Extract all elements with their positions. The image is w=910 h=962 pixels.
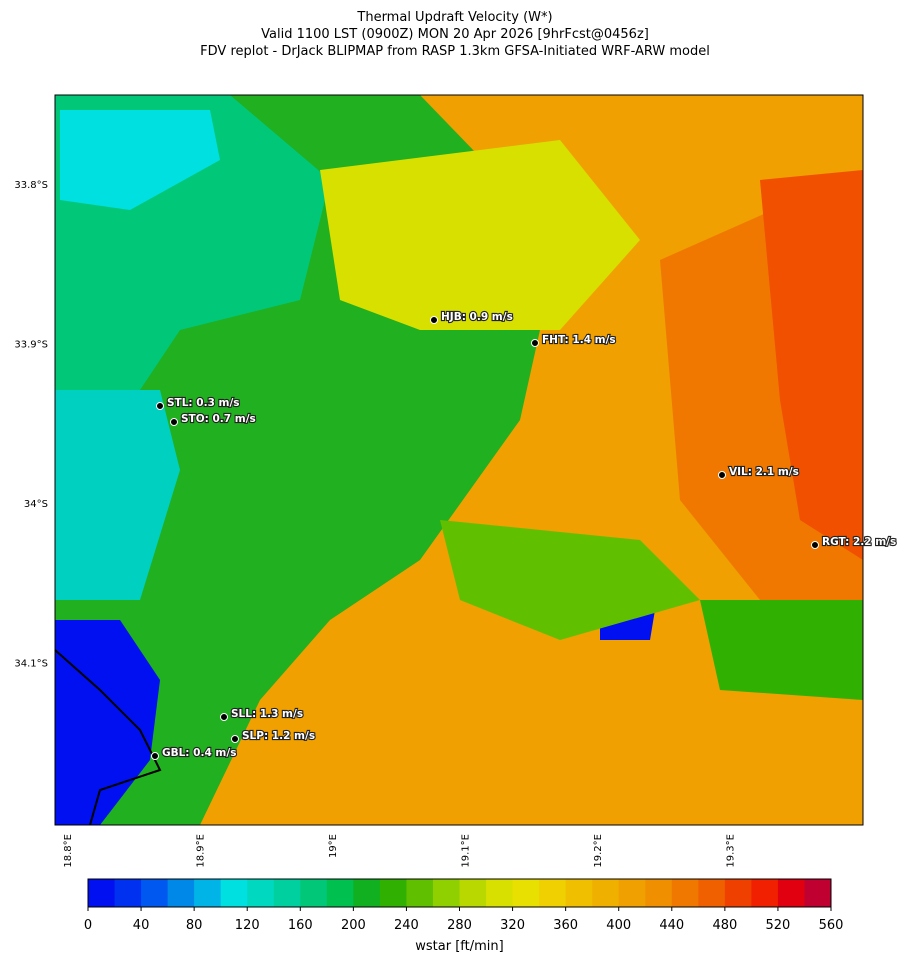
colorbar-cell (512, 879, 540, 907)
colorbar-tick-label: 480 (712, 918, 737, 933)
colorbar-cell (645, 879, 673, 907)
colorbar-cell (459, 879, 487, 907)
station-label: STO: 0.7 m/s (181, 413, 256, 425)
lat-label: 33.8°S (14, 180, 48, 191)
red-region (760, 170, 863, 560)
colorbar-cell (698, 879, 726, 907)
colorbar-tick-label: 520 (766, 918, 791, 933)
station-marker (156, 402, 164, 410)
station-marker (231, 735, 239, 743)
lon-label: 19°E (328, 834, 339, 858)
lime-region (440, 520, 700, 640)
colorbar-tick-label: 40 (133, 918, 150, 933)
colorbar-tick-label: 440 (659, 918, 684, 933)
colorbar-cell (141, 879, 169, 907)
station-label: FHT: 1.4 m/s (542, 334, 616, 346)
colorbar-cell (88, 879, 116, 907)
station-label: GBL: 0.4 m/s (162, 747, 236, 759)
coastline (54, 649, 162, 826)
lat-label: 34°S (24, 499, 48, 510)
cyan-region (60, 110, 220, 210)
colorbar-cell (539, 879, 567, 907)
title-line: Valid 1100 LST (0900Z) MON 20 Apr 2026 [… (261, 27, 649, 42)
station-label: RGT: 2.2 m/s (822, 536, 896, 548)
colorbar-tick-label: 200 (341, 918, 366, 933)
station-marker (430, 316, 438, 324)
colorbar-cell (273, 879, 301, 907)
lon-label: 19.3°E (726, 834, 737, 868)
lat-label: 34.1°S (14, 659, 48, 670)
station-marker (811, 541, 819, 549)
colorbar-cell (804, 879, 832, 907)
colorbar-cell (220, 879, 248, 907)
station-marker (531, 339, 539, 347)
colorbar-cell (618, 879, 646, 907)
colorbar-cell (379, 879, 407, 907)
stations: HJB: 0.9 m/s FHT: 1.4 m/s STL: 0.3 m/s STO:… (151, 310, 897, 760)
colorbar-tick-label: 0 (84, 918, 92, 933)
station-marker (170, 418, 178, 426)
station-label: SLP: 1.2 m/s (242, 730, 315, 742)
lat-label: 33.9°S (14, 340, 48, 351)
colorbar-cell (353, 879, 381, 907)
station-label: VIL: 2.1 m/s (729, 466, 799, 478)
station-marker (151, 752, 159, 760)
lon-label: 18.8°E (63, 834, 74, 868)
colorbar-cell (326, 879, 354, 907)
colorbar-cell (592, 879, 620, 907)
map (54, 94, 864, 826)
colorbar-cell (114, 879, 142, 907)
colorbar-cell (194, 879, 222, 907)
lon-label: 19.2°E (593, 834, 604, 868)
yellow-region (320, 140, 640, 330)
colorbar-tick-label: 280 (447, 918, 472, 933)
lon-label: 19.1°E (461, 834, 472, 868)
colorbar-cell (167, 879, 195, 907)
colorbar-tick-label: 360 (553, 918, 578, 933)
station-marker (220, 713, 228, 721)
colorbar-cell (565, 879, 593, 907)
colorbar-cell (300, 879, 328, 907)
station-label: SLL: 1.3 m/s (231, 708, 303, 720)
green-region (700, 600, 863, 700)
station-marker (718, 471, 726, 479)
colorbar-cell (777, 879, 805, 907)
title-line: Thermal Updraft Velocity (W*) (356, 10, 552, 25)
colorbar-tick-label: 320 (500, 918, 525, 933)
colorbar: 0 40 80 120 160 200 240 280 320 360 400 440 480 520 56… (84, 878, 844, 954)
axes: 33.8°S 33.9°S 34°S 34.1°S 18.8°E 18.9°E 19°E 19… (14, 180, 736, 868)
station-label: HJB: 0.9 m/s (441, 311, 513, 323)
colorbar-tick-label: 160 (288, 918, 313, 933)
title-line: FDV replot - DrJack BLIPMAP from RASP 1.… (200, 44, 710, 59)
colorbar-tick-label: 400 (606, 918, 631, 933)
colorbar-tick-label: 240 (394, 918, 419, 933)
cyan-region (55, 390, 180, 600)
colorbar-cell (751, 879, 779, 907)
colorbar-cell (671, 879, 699, 907)
colorbar-cell (486, 879, 514, 907)
title-block: Thermal Updraft Velocity (W*) Valid 1100 … (200, 10, 710, 59)
colorbar-cell (724, 879, 752, 907)
lon-label: 18.9°E (196, 834, 207, 868)
map-frame (54, 94, 864, 826)
colorbar-tick-label: 560 (819, 918, 844, 933)
colorbar-cell (247, 879, 275, 907)
blue-region (55, 620, 160, 825)
colorbar-cell (432, 879, 460, 907)
colorbar-tick-label: 120 (235, 918, 260, 933)
colorbar-tick-label: 80 (186, 918, 203, 933)
colorbar-label: wstar [ft/min] (415, 939, 503, 954)
station-label: STL: 0.3 m/s (167, 397, 240, 409)
colorbar-cell (406, 879, 434, 907)
